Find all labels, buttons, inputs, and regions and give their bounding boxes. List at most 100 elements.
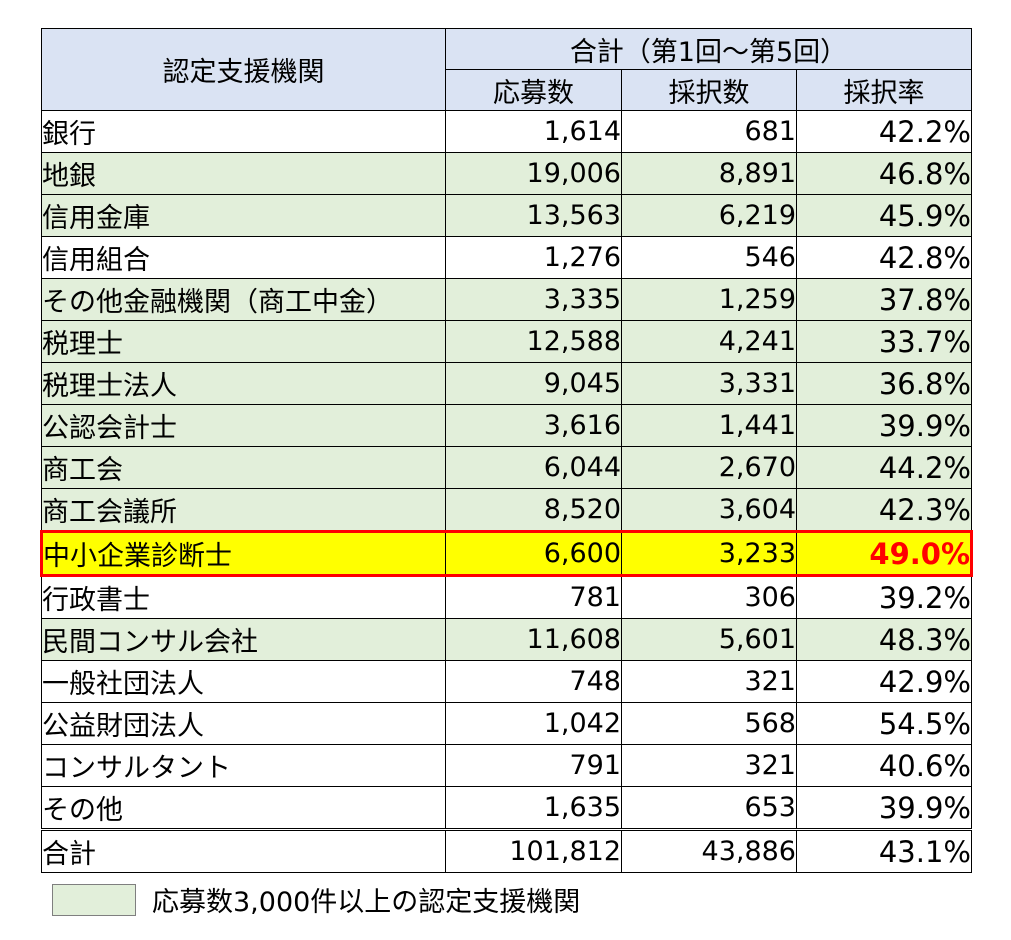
- rate-cell: 40.6%: [796, 744, 972, 787]
- adopted-cell: 321: [621, 660, 797, 703]
- table-row: 税理士法人 9,045 3,331 36.8%: [41, 362, 972, 405]
- rate-cell: 45.9%: [796, 194, 972, 237]
- total-adopted-cell: 43,886: [621, 828, 797, 873]
- table-body: 銀行 1,614 681 42.2% 地銀 19,006 8,891 46.8% 信用金庫 13,…: [40, 110, 973, 873]
- legend: 応募数3,000件以上の認定支援機関: [52, 880, 580, 919]
- table-row: 一般社団法人 748 321 42.9%: [41, 660, 972, 703]
- applications-cell: 19,006: [445, 152, 622, 195]
- org-name-cell: 公認会計士: [41, 404, 446, 447]
- rate-cell: 42.9%: [796, 660, 972, 703]
- rate-cell: 37.8%: [796, 278, 972, 321]
- adopted-cell: 3,331: [621, 362, 797, 405]
- applications-cell: 12,588: [445, 320, 622, 363]
- org-name-cell: 税理士法人: [41, 362, 446, 405]
- rate-cell: 46.8%: [796, 152, 972, 195]
- rate-cell: 44.2%: [796, 446, 972, 489]
- rate-cell: 39.9%: [796, 404, 972, 447]
- org-name-cell: その他金融機関（商工中金）: [41, 278, 446, 321]
- adopted-cell: 2,670: [621, 446, 797, 489]
- org-name-cell: 一般社団法人: [41, 660, 446, 703]
- adopted-cell: 3,604: [621, 488, 797, 532]
- applications-cell: 1,635: [445, 786, 622, 830]
- adopted-cell: 5,601: [621, 618, 797, 661]
- total-name-cell: 合計: [41, 828, 446, 873]
- header-group-total: 合計（第1回～第5回）: [445, 28, 972, 70]
- rate-cell: 42.8%: [796, 236, 972, 279]
- adopted-cell: 4,241: [621, 320, 797, 363]
- table-row: 中小企業診断士 6,600 3,233 49.0%: [40, 530, 973, 577]
- org-name-cell: 税理士: [41, 320, 446, 363]
- legend-swatch: [52, 883, 136, 916]
- applications-cell: 13,563: [445, 194, 622, 237]
- adopted-cell: 321: [621, 744, 797, 787]
- header-applications: 応募数: [445, 69, 622, 111]
- table-row: 信用組合 1,276 546 42.8%: [41, 236, 972, 279]
- header-rate: 採択率: [796, 69, 972, 111]
- applications-cell: 1,614: [445, 110, 622, 153]
- org-name-cell: 地銀: [41, 152, 446, 195]
- table-row: その他 1,635 653 39.9%: [41, 786, 972, 830]
- table-row: 商工会 6,044 2,670 44.2%: [41, 446, 972, 489]
- org-name-cell: 商工会: [41, 446, 446, 489]
- org-name-cell: 信用金庫: [41, 194, 446, 237]
- table-row: 銀行 1,614 681 42.2%: [41, 110, 972, 153]
- applications-cell: 3,335: [445, 278, 622, 321]
- adoption-table: 認定支援機関 合計（第1回～第5回） 応募数 採択数 採択率 銀行 1,614 68…: [40, 28, 973, 873]
- rate-cell: 42.2%: [796, 110, 972, 153]
- applications-cell: 781: [445, 575, 622, 619]
- rate-cell: 42.3%: [796, 488, 972, 532]
- table-row: 民間コンサル会社 11,608 5,601 48.3%: [41, 618, 972, 661]
- org-name-cell: 行政書士: [41, 575, 446, 619]
- total-row: 合計 101,812 43,886 43.1%: [41, 828, 972, 873]
- adopted-cell: 8,891: [621, 152, 797, 195]
- org-name-cell: 中小企業診断士: [40, 530, 446, 577]
- adopted-cell: 6,219: [621, 194, 797, 237]
- table-row: 信用金庫 13,563 6,219 45.9%: [41, 194, 972, 237]
- table-row: 行政書士 781 306 39.2%: [41, 575, 972, 619]
- legend-label: 応募数3,000件以上の認定支援機関: [152, 887, 581, 918]
- org-name-cell: 商工会議所: [41, 488, 446, 532]
- applications-cell: 8,520: [445, 488, 622, 532]
- table-row: 公益財団法人 1,042 568 54.5%: [41, 702, 972, 745]
- applications-cell: 11,608: [445, 618, 622, 661]
- adopted-cell: 653: [621, 786, 797, 830]
- adopted-cell: 681: [621, 110, 797, 153]
- applications-cell: 791: [445, 744, 622, 787]
- total-rate-cell: 43.1%: [796, 828, 972, 873]
- rate-cell: 36.8%: [796, 362, 972, 405]
- applications-cell: 1,276: [445, 236, 622, 279]
- adopted-cell: 1,441: [621, 404, 797, 447]
- table-row: 地銀 19,006 8,891 46.8%: [41, 152, 972, 195]
- total-applications-cell: 101,812: [445, 828, 622, 873]
- table-row: 税理士 12,588 4,241 33.7%: [41, 320, 972, 363]
- org-name-cell: 民間コンサル会社: [41, 618, 446, 661]
- header-org-column: 認定支援機関: [41, 28, 446, 111]
- table-row: 公認会計士 3,616 1,441 39.9%: [41, 404, 972, 447]
- header-adopted: 採択数: [621, 69, 797, 111]
- org-name-cell: 銀行: [41, 110, 446, 153]
- table-row: その他金融機関（商工中金） 3,335 1,259 37.8%: [41, 278, 972, 321]
- rate-cell: 48.3%: [796, 618, 972, 661]
- org-name-cell: 公益財団法人: [41, 702, 446, 745]
- rate-cell: 39.2%: [796, 575, 972, 619]
- rate-cell: 33.7%: [796, 320, 972, 363]
- applications-cell: 6,600: [445, 530, 622, 577]
- applications-cell: 3,616: [445, 404, 622, 447]
- org-name-cell: 信用組合: [41, 236, 446, 279]
- adopted-cell: 306: [621, 575, 797, 619]
- table-row: コンサルタント 791 321 40.6%: [41, 744, 972, 787]
- adopted-cell: 546: [621, 236, 797, 279]
- adopted-cell: 1,259: [621, 278, 797, 321]
- applications-cell: 748: [445, 660, 622, 703]
- applications-cell: 1,042: [445, 702, 622, 745]
- rate-cell: 54.5%: [796, 702, 972, 745]
- org-name-cell: コンサルタント: [41, 744, 446, 787]
- rate-cell: 39.9%: [796, 786, 972, 830]
- table-row: 商工会議所 8,520 3,604 42.3%: [41, 488, 972, 532]
- applications-cell: 6,044: [445, 446, 622, 489]
- org-name-cell: その他: [41, 786, 446, 830]
- rate-cell: 49.0%: [796, 530, 973, 577]
- adopted-cell: 3,233: [621, 530, 797, 577]
- applications-cell: 9,045: [445, 362, 622, 405]
- adopted-cell: 568: [621, 702, 797, 745]
